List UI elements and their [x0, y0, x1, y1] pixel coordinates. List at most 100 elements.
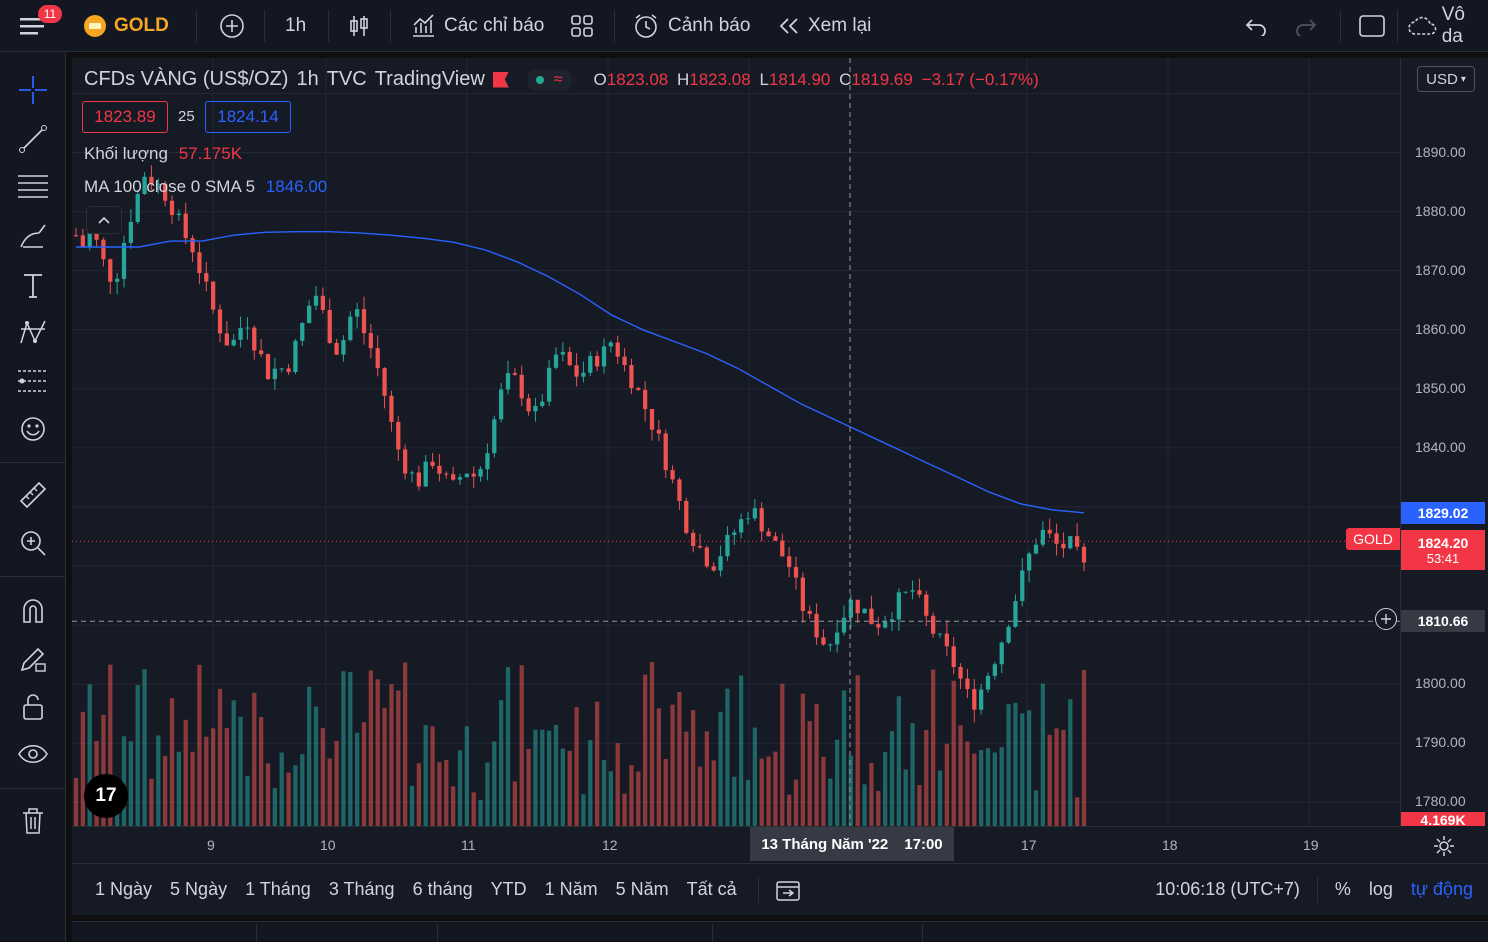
candle-body: [697, 545, 703, 548]
measure-tool[interactable]: [14, 476, 52, 514]
range-button[interactable]: 5 Năm: [615, 879, 669, 899]
currency-select[interactable]: USD ▾: [1417, 66, 1475, 92]
candle-body: [265, 354, 271, 380]
volume-bar: [622, 793, 627, 826]
candle-body: [1081, 546, 1087, 563]
symbol-search-button[interactable]: GOLD: [84, 0, 169, 52]
sell-button[interactable]: 1823.89: [82, 101, 168, 133]
tradingview-logo[interactable]: 17: [84, 774, 128, 818]
volume-bar: [814, 704, 819, 826]
icons-tool[interactable]: [14, 410, 52, 448]
crosshair-tool[interactable]: [14, 71, 52, 109]
indicators-button[interactable]: Các chỉ báo: [410, 0, 544, 52]
volume-bar: [197, 664, 202, 826]
candle-body: [149, 176, 154, 184]
zoom-tool[interactable]: [14, 524, 52, 562]
volume-bar: [361, 722, 367, 826]
save-layout-button[interactable]: Vô da: [1406, 0, 1488, 52]
candle-body: [169, 200, 175, 216]
candle-body: [848, 599, 853, 618]
candle-body: [958, 667, 963, 679]
candle-body: [478, 469, 483, 477]
chart-pane[interactable]: CFDs VÀNG (US$/OZ) 1h TVC TradingView ≈ …: [72, 58, 1488, 915]
range-button[interactable]: YTD: [490, 879, 527, 899]
trend-line-tool[interactable]: [14, 120, 52, 158]
volume-bar: [245, 775, 250, 826]
collapse-legend-button[interactable]: [86, 206, 122, 234]
fib-tool[interactable]: [14, 168, 52, 206]
candle-body: [252, 327, 257, 351]
range-button[interactable]: 3 Tháng: [328, 879, 395, 899]
range-button[interactable]: 1 Tháng: [245, 879, 311, 899]
magnet-tool[interactable]: [14, 592, 52, 630]
candle-body: [423, 461, 428, 487]
brush-tool[interactable]: [14, 217, 52, 255]
range-button[interactable]: 1 Ngày: [95, 879, 153, 899]
candle-body: [142, 176, 147, 194]
volume-bar: [416, 763, 421, 826]
chart-style-button[interactable]: [347, 0, 371, 52]
volume-legend: Khối lượng 57.175K: [84, 144, 243, 163]
fullscreen-button[interactable]: [1358, 0, 1386, 52]
auto-scale-toggle[interactable]: tự động: [1410, 879, 1473, 899]
price-plot[interactable]: [72, 58, 1400, 826]
volume-bar: [896, 696, 901, 826]
replay-button[interactable]: Xem lại: [778, 0, 871, 52]
candle-body: [307, 305, 312, 324]
volume-bar: [745, 779, 751, 826]
percent-scale-toggle[interactable]: %: [1334, 879, 1351, 899]
time-settings-button[interactable]: [1432, 834, 1456, 858]
time-tick-label: 9: [207, 837, 215, 853]
ma-price-label: 1829.02: [1401, 501, 1485, 524]
gold-symbol-icon: [84, 14, 106, 37]
candle-body: [176, 213, 181, 216]
indicators-label: Các chỉ báo: [444, 14, 545, 36]
remove-drawings-tool[interactable]: [14, 802, 52, 840]
text-tool[interactable]: [14, 266, 52, 304]
log-scale-toggle[interactable]: log: [1368, 879, 1393, 899]
price-tick-label: 1840.00: [1415, 438, 1466, 455]
compare-add-button[interactable]: [219, 0, 245, 52]
time-tick-label: 19: [1303, 837, 1319, 853]
price-tick-label: 1870.00: [1415, 261, 1466, 278]
layouts-button[interactable]: [570, 0, 594, 52]
volume-bar: [499, 700, 504, 826]
goto-date-button[interactable]: [775, 878, 801, 902]
chevron-up-icon: [98, 216, 110, 224]
candle-body: [869, 608, 874, 625]
candle-body: [1054, 533, 1059, 544]
volume-bar: [711, 760, 716, 826]
lock-all-tool[interactable]: [14, 688, 52, 726]
undo-button[interactable]: [1244, 0, 1268, 52]
volume-bar: [1047, 734, 1052, 826]
candle-body: [745, 518, 751, 520]
buy-button[interactable]: 1824.14: [205, 101, 291, 133]
market-status-pill[interactable]: ≈: [526, 68, 572, 91]
candle-body: [389, 395, 394, 422]
add-alert-crosshair-button[interactable]: [1375, 608, 1397, 630]
price-scale[interactable]: USD ▾ 1890.00 1880.00 1870.00 1860.00 1850.0…: [1400, 58, 1488, 826]
pattern-tool[interactable]: [14, 314, 52, 352]
range-button[interactable]: 1 Năm: [544, 879, 598, 899]
clock-timezone[interactable]: 10:06:18 (UTC+7): [1155, 879, 1300, 899]
lock-drawing-tool[interactable]: [14, 640, 52, 678]
forecast-icon: [18, 370, 48, 392]
candle-body: [471, 473, 476, 477]
hide-drawings-tool[interactable]: [14, 736, 52, 774]
volume-bar: [656, 708, 661, 826]
range-button[interactable]: Tất cả: [686, 879, 737, 899]
volume-bar: [992, 752, 997, 826]
volume-bar: [457, 750, 463, 826]
menu-button[interactable]: [18, 0, 48, 52]
interval-button[interactable]: 1h: [285, 14, 307, 36]
volume-bar: [677, 691, 682, 826]
time-scale[interactable]: 9 10 11 12 17 18 19 13 Tháng Năm '22 17:00: [72, 826, 1400, 862]
range-button[interactable]: 6 tháng: [412, 879, 473, 899]
prediction-tool[interactable]: [14, 362, 52, 400]
candle-body: [73, 235, 79, 237]
candle-body: [156, 183, 161, 185]
alert-button[interactable]: Cảnh báo: [632, 0, 750, 52]
candle-body: [553, 354, 559, 368]
range-button[interactable]: 5 Ngày: [170, 879, 228, 899]
redo-button[interactable]: [1294, 0, 1318, 52]
